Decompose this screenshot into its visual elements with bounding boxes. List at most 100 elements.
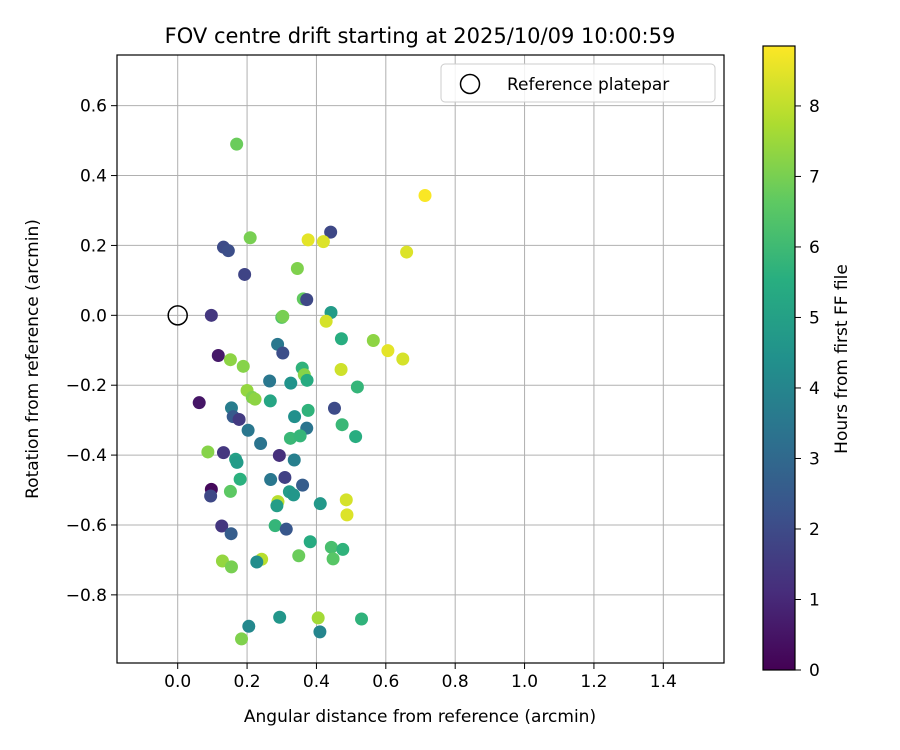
data-point <box>339 493 353 507</box>
colorbar-ticks: 0 1 2 3 4 5 6 7 8 <box>795 97 820 681</box>
data-point <box>301 403 315 417</box>
data-point <box>224 527 238 541</box>
reference-platepar-marker <box>167 305 188 326</box>
data-point <box>241 423 255 437</box>
x-axis-label: Angular distance from reference (arcmin) <box>244 707 596 727</box>
data-point <box>223 353 237 367</box>
data-point <box>296 478 310 492</box>
y-tick-label: 0.2 <box>80 236 107 256</box>
data-point <box>216 446 230 460</box>
data-point <box>303 535 317 549</box>
data-point <box>287 488 301 502</box>
data-point <box>201 445 215 459</box>
data-point <box>324 225 338 239</box>
colorbar-tick-label: 1 <box>809 590 820 610</box>
chart-title: FOV centre drift starting at 2025/10/09 … <box>165 24 676 48</box>
data-point <box>396 352 410 366</box>
data-point <box>324 540 338 554</box>
data-point <box>292 549 306 563</box>
data-point <box>400 245 414 259</box>
data-point <box>319 314 333 328</box>
data-point <box>192 396 206 410</box>
legend-box <box>440 63 716 103</box>
data-point <box>311 611 325 625</box>
data-point <box>211 349 225 363</box>
x-tick-label: 0.0 <box>164 672 191 692</box>
data-point <box>336 542 350 556</box>
x-tick-label: 1.0 <box>511 672 538 692</box>
data-point <box>276 346 290 360</box>
y-tick-label: 0.0 <box>80 306 107 326</box>
data-point <box>278 470 292 484</box>
data-point <box>334 362 348 376</box>
data-point <box>273 610 287 624</box>
data-point <box>335 418 349 432</box>
data-point <box>355 612 369 626</box>
data-point <box>215 519 229 533</box>
data-point <box>232 412 246 426</box>
data-point <box>272 448 286 462</box>
colorbar: 0 1 2 3 4 5 6 7 8 Hours from first FF file <box>762 45 852 681</box>
colorbar-tick-label: 8 <box>809 97 820 117</box>
data-point <box>350 380 364 394</box>
data-point <box>334 332 348 346</box>
colorbar-tick-label: 5 <box>809 308 820 328</box>
data-point <box>313 497 327 511</box>
data-point <box>349 430 363 444</box>
colorbar-gradient <box>762 45 796 671</box>
legend-reference-icon <box>459 73 481 95</box>
data-point <box>316 235 330 249</box>
x-tick-label: 0.2 <box>234 672 261 692</box>
data-points <box>192 137 432 646</box>
legend: Reference platepar <box>440 63 716 103</box>
x-tick-label: 0.4 <box>303 672 330 692</box>
colorbar-label: Hours from first FF file <box>832 264 852 454</box>
data-point <box>230 137 244 151</box>
y-tick-label: 0.4 <box>80 167 107 187</box>
colorbar-tick-label: 0 <box>809 661 820 681</box>
data-point <box>221 244 235 258</box>
y-tick-label: −0.4 <box>66 446 107 466</box>
data-point <box>204 308 218 322</box>
colorbar-tick-label: 2 <box>809 520 820 540</box>
data-point <box>326 552 340 566</box>
data-point <box>313 625 327 639</box>
data-point <box>263 374 277 388</box>
data-point <box>288 410 302 424</box>
data-point <box>242 619 256 633</box>
data-point <box>284 376 298 390</box>
data-point <box>290 261 304 275</box>
legend-label: Reference platepar <box>507 75 669 95</box>
data-point <box>418 188 432 202</box>
data-point <box>300 373 314 387</box>
data-point <box>276 309 290 323</box>
colorbar-tick-label: 7 <box>809 167 820 187</box>
grid-lines <box>117 55 724 663</box>
colorbar-tick-label: 4 <box>809 379 820 399</box>
data-point <box>268 519 282 533</box>
data-point <box>248 392 262 406</box>
data-point <box>381 344 395 358</box>
data-point <box>250 555 264 569</box>
data-point <box>340 508 354 522</box>
data-point <box>236 359 250 373</box>
y-tick-label: −0.6 <box>66 516 107 536</box>
data-point <box>287 453 301 467</box>
data-point <box>279 522 293 536</box>
data-point <box>223 484 237 498</box>
y-tick-label: −0.2 <box>66 376 107 396</box>
y-axis: 0.6 0.4 0.2 0.0 −0.2 −0.4 −0.6 −0.8 <box>66 97 117 606</box>
colorbar-tick-label: 6 <box>809 238 820 258</box>
data-point <box>204 489 218 503</box>
y-tick-label: 0.6 <box>80 97 107 117</box>
data-point <box>293 429 307 443</box>
data-point <box>301 233 315 247</box>
x-tick-label: 1.4 <box>650 672 677 692</box>
x-tick-label: 0.6 <box>372 672 399 692</box>
x-tick-label: 1.2 <box>580 672 607 692</box>
data-point <box>233 472 247 486</box>
plot-frame <box>116 54 725 664</box>
data-point <box>224 560 238 574</box>
x-tick-label: 0.8 <box>442 672 469 692</box>
x-axis: 0.0 0.2 0.4 0.6 0.8 1.0 1.2 1.4 <box>164 663 677 692</box>
